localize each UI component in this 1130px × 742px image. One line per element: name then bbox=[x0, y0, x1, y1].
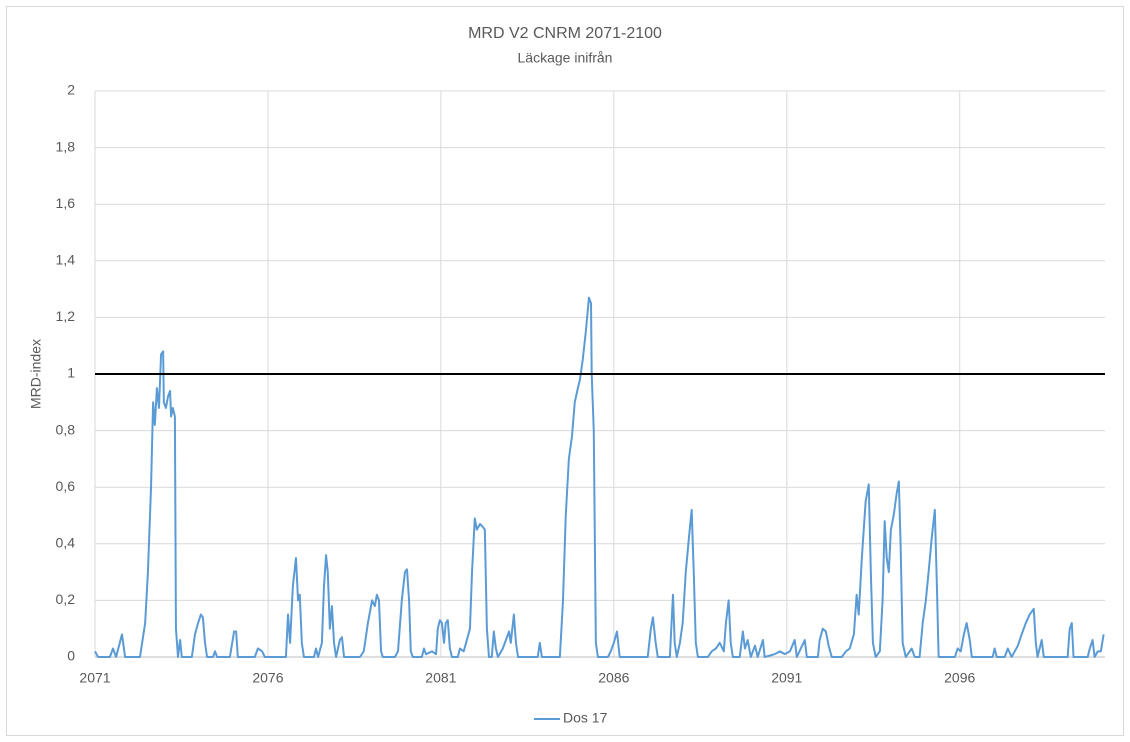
chart-subtitle: Läckage inifrån bbox=[518, 50, 613, 66]
y-tick-label: 0 bbox=[67, 648, 75, 664]
y-tick-label: 2 bbox=[67, 82, 75, 98]
y-tick-label: 1,4 bbox=[56, 252, 76, 268]
chart-title: MRD V2 CNRM 2071-2100 bbox=[468, 25, 662, 42]
y-tick-label: 1 bbox=[67, 365, 75, 381]
x-tick-label: 2091 bbox=[771, 670, 802, 686]
legend-label: Dos 17 bbox=[563, 710, 608, 726]
y-tick-label: 0,2 bbox=[56, 591, 76, 607]
y-tick-label: 0,4 bbox=[56, 535, 76, 551]
x-tick-label: 2096 bbox=[944, 670, 975, 686]
y-tick-label: 1,8 bbox=[56, 138, 76, 154]
chart-border bbox=[6, 6, 1124, 736]
y-tick-label: 1,6 bbox=[56, 195, 76, 211]
y-tick-label: 0,8 bbox=[56, 421, 76, 437]
x-tick-label: 2071 bbox=[79, 670, 110, 686]
y-axis-label: MRD-index bbox=[28, 339, 44, 409]
x-tick-label: 2081 bbox=[425, 670, 456, 686]
data-line bbox=[94, 296, 1105, 658]
y-tick-label: 0,6 bbox=[56, 478, 76, 494]
y-tick-label: 1,2 bbox=[56, 308, 76, 324]
x-tick-label: 2086 bbox=[598, 670, 629, 686]
x-tick-label: 2076 bbox=[252, 670, 283, 686]
